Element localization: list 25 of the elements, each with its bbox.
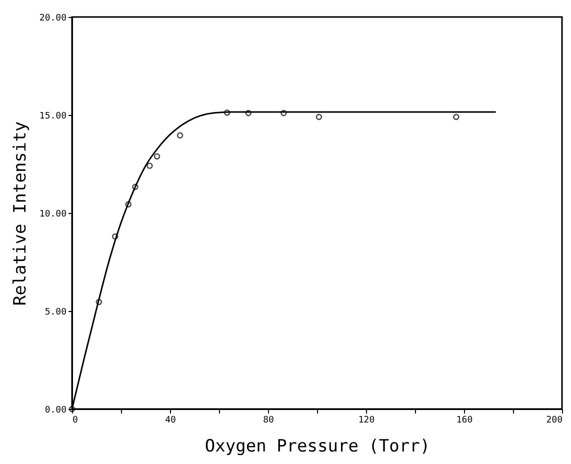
x-tick-label: 200: [546, 416, 562, 426]
y-tick-label: 0.00: [44, 406, 66, 416]
x-tick-label: 40: [165, 416, 176, 426]
y-tick-label: 10.00: [39, 210, 66, 220]
point: [245, 110, 252, 116]
y-axis-title: Relative Intensity: [10, 121, 30, 306]
point: [224, 110, 230, 116]
x-tick-label: 160: [456, 416, 473, 426]
y-tick-label: 5.00: [44, 308, 66, 318]
point: [453, 114, 460, 120]
x-tick-label: 80: [263, 416, 274, 426]
x-tick-label: 0: [72, 416, 78, 426]
point: [125, 201, 132, 208]
y-tick-label: 20.00: [39, 14, 66, 24]
point: [280, 110, 287, 116]
point: [316, 114, 322, 120]
point: [112, 233, 118, 240]
point: [176, 132, 184, 139]
x-axis-title: Oxygen Pressure (Torr): [204, 436, 430, 456]
x-tick-label: 120: [358, 416, 375, 426]
point: [154, 153, 160, 160]
point: [96, 298, 102, 306]
point: [146, 162, 153, 169]
point: [132, 184, 138, 190]
y-tick-label: 15.00: [39, 112, 66, 122]
